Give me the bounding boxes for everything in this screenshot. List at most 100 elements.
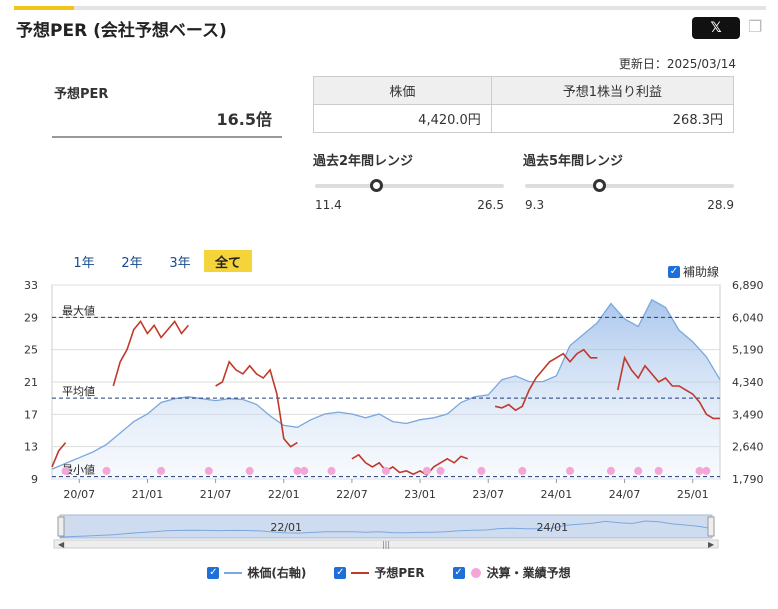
period-tab-3y[interactable]: 3年 <box>169 255 191 271</box>
range-2y-knob <box>370 179 383 192</box>
checkbox-icon[interactable]: ✓ <box>207 566 220 579</box>
legend-label-earnings: 決算・業績予想 <box>486 566 571 580</box>
legend-label-price: 株価(右軸) <box>247 566 307 580</box>
copy-icon[interactable]: ❐ <box>748 17 763 36</box>
y-left-tick-label: 13 <box>24 441 38 454</box>
page-title: 予想PER (会社予想ベース) <box>16 21 227 41</box>
navigator-handle-right <box>707 516 715 537</box>
x-tick-label: 22/01 <box>268 488 300 501</box>
per-line-segment <box>112 319 189 387</box>
legend-item-earnings[interactable]: ✓ 決算・業績予想 <box>452 564 571 581</box>
range-2y: 過去2年間レンジ 11.4 26.5 <box>313 150 504 212</box>
reference-line-label: 平均値 <box>62 385 95 398</box>
earnings-dot <box>477 466 486 475</box>
guide-lines-toggle[interactable]: ✓ 補助線 <box>668 263 719 280</box>
legend-label-per: 予想PER <box>374 566 425 580</box>
range-5y-high: 28.9 <box>707 198 734 212</box>
period-tab-all[interactable]: 全て <box>204 250 252 272</box>
y-right-tick-label: 6,890 <box>732 279 764 292</box>
x-tick-label: 25/01 <box>677 488 709 501</box>
y-right-tick-label: 1,790 <box>732 473 764 486</box>
x-tick-label: 22/07 <box>336 488 368 501</box>
x-tick-label: 24/01 <box>541 488 573 501</box>
earnings-dot <box>300 466 309 475</box>
legend-item-price[interactable]: ✓ 株価(右軸) <box>207 564 306 581</box>
earnings-dot <box>702 466 711 475</box>
navigator-tick-label: 22/01 <box>270 521 302 534</box>
y-left-tick-label: 29 <box>24 311 38 324</box>
per-line-segment <box>51 442 67 468</box>
range-2y-low: 11.4 <box>315 198 342 212</box>
navigator-handle-left <box>57 516 65 537</box>
x-tick-label: 20/07 <box>63 488 95 501</box>
earnings-dot <box>293 466 302 475</box>
earnings-dot <box>204 466 213 475</box>
earnings-dot <box>102 466 111 475</box>
range-2y-high: 26.5 <box>477 198 504 212</box>
stats-value-eps: 268.3円 <box>490 104 735 133</box>
earnings-dot <box>695 466 704 475</box>
range-5y-track <box>525 184 734 188</box>
top-border <box>14 6 766 10</box>
scroll-left-icon: ◀ <box>58 540 65 549</box>
price-line <box>51 298 721 470</box>
earnings-dot <box>382 466 390 475</box>
period-tabs: 1年 2年 3年 全て <box>60 250 252 272</box>
per-line-segment <box>215 360 298 448</box>
stats-header-price: 株価 <box>313 76 492 105</box>
guide-lines-label: 補助線 <box>683 265 720 279</box>
checkbox-icon[interactable]: ✓ <box>452 566 465 579</box>
range-5y: 過去5年間レンジ 9.3 28.9 <box>523 150 734 212</box>
dot-icon <box>470 567 481 578</box>
scrollbar <box>53 539 719 549</box>
range-2y-label: 過去2年間レンジ <box>313 154 414 169</box>
y-right-tick-label: 6,040 <box>732 311 764 324</box>
per-label: 予想PER <box>54 87 109 102</box>
updated-date: 更新日：2025/03/14 <box>618 57 736 71</box>
x-tick-label: 21/01 <box>132 488 164 501</box>
legend-item-per[interactable]: ✓ 予想PER <box>334 564 425 581</box>
range-5y-low: 9.3 <box>525 198 545 212</box>
navigator-line <box>59 520 713 538</box>
reference-line-label: 最大値 <box>62 303 95 317</box>
y-right-tick-label: 3,490 <box>732 408 764 421</box>
earnings-dot <box>566 466 575 475</box>
stats-value-price: 4,420.0円 <box>313 104 492 133</box>
range-2y-track <box>315 184 504 188</box>
period-tab-2y[interactable]: 2年 <box>121 255 143 271</box>
x-tick-label: 24/07 <box>609 488 641 501</box>
per-value: 16.5倍 <box>52 106 282 138</box>
checkbox-icon[interactable]: ✓ <box>334 566 347 579</box>
reference-line-label: 最小値 <box>62 464 95 477</box>
line-icon <box>351 571 370 574</box>
y-right-tick-label: 2,640 <box>732 441 764 454</box>
x-tick-label: 23/07 <box>472 488 504 501</box>
per-chart: 9 1,790 13 2,640 17 3,490 21 4,340 25 5,190 29 6,04… <box>24 279 764 549</box>
earnings-dot <box>245 466 254 475</box>
x-share-button[interactable]: 𝕏 <box>692 17 740 39</box>
y-left-tick-label: 9 <box>31 473 38 486</box>
y-right-tick-label: 4,340 <box>732 376 764 389</box>
earnings-dot <box>327 466 336 475</box>
per-line-segment <box>494 348 598 412</box>
x-tick-label: 21/07 <box>200 488 232 501</box>
y-right-tick-label: 5,190 <box>732 344 764 357</box>
y-left-tick-label: 17 <box>24 408 38 421</box>
earnings-dot <box>157 466 166 475</box>
y-left-tick-label: 25 <box>24 344 38 357</box>
checkbox-icon[interactable]: ✓ <box>668 265 680 278</box>
earnings-dot <box>606 466 615 475</box>
line-icon <box>224 571 243 574</box>
period-tab-1y[interactable]: 1年 <box>73 255 95 271</box>
y-left-tick-label: 21 <box>24 376 38 389</box>
earnings-dot <box>422 466 431 475</box>
earnings-dot <box>654 466 663 475</box>
scroll-grip-icon: ||| <box>382 540 390 549</box>
per-line-segment <box>617 355 720 420</box>
range-5y-knob <box>593 179 606 192</box>
per-line-segment <box>351 453 469 477</box>
price-area <box>52 299 720 479</box>
scroll-right-icon: ▶ <box>708 540 715 549</box>
earnings-dot <box>634 466 643 475</box>
earnings-dot <box>61 466 70 475</box>
